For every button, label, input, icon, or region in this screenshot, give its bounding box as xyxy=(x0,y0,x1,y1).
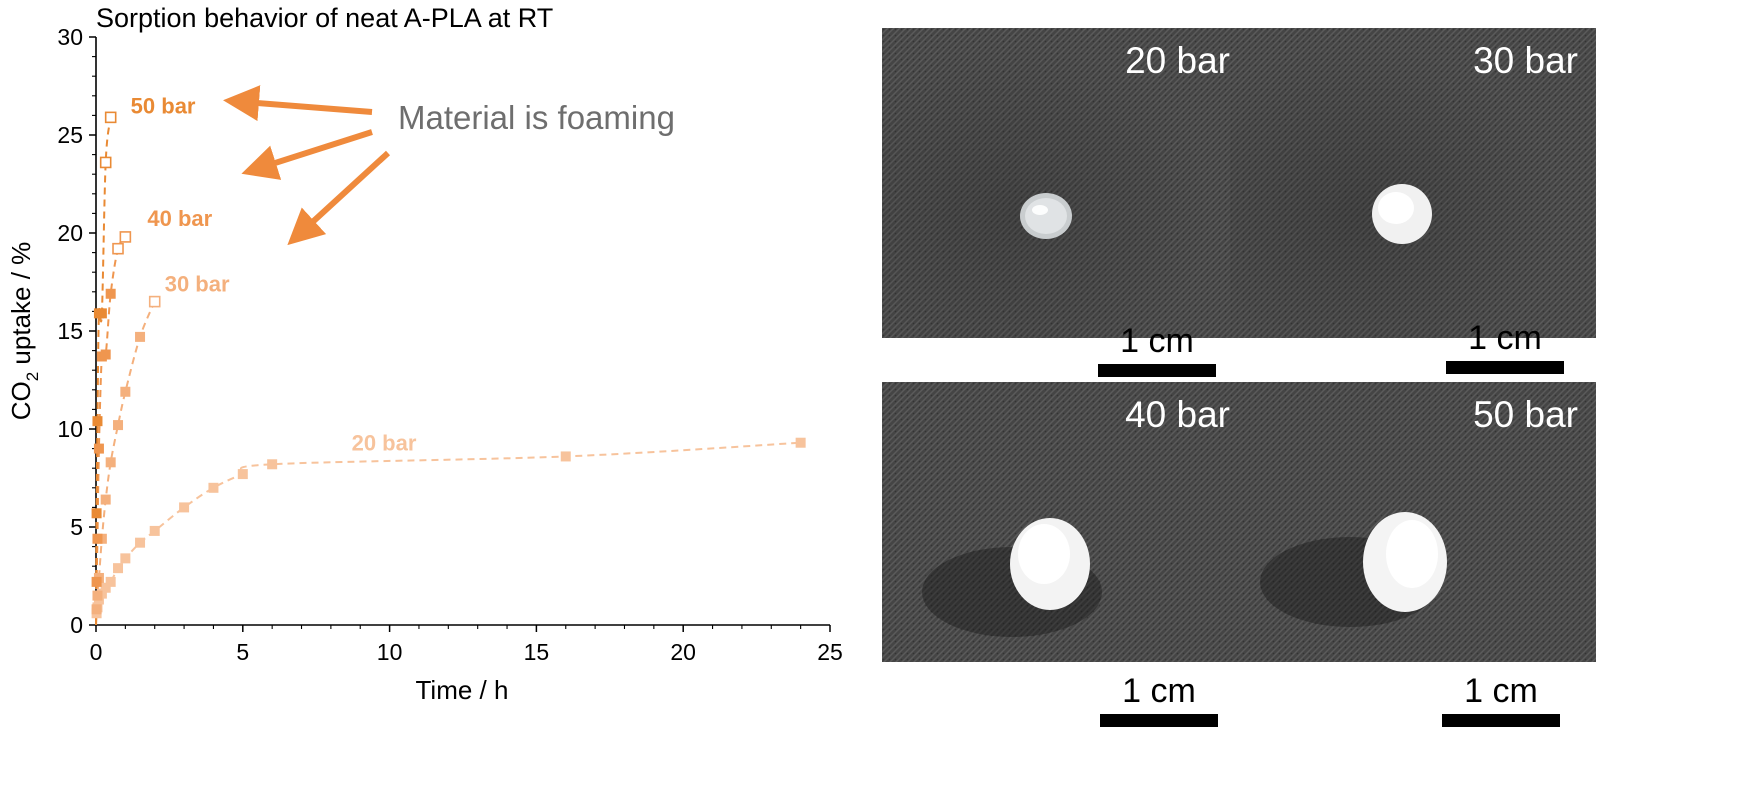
arrow-to-40-bar xyxy=(241,129,373,180)
data-point xyxy=(92,590,103,601)
data-point xyxy=(795,437,806,448)
pellet-foamed xyxy=(1363,512,1447,612)
scale-line xyxy=(1442,714,1560,727)
x-tick-label: 0 xyxy=(90,639,103,665)
pellet-foamed xyxy=(1010,518,1090,610)
scale-line xyxy=(1100,714,1218,727)
data-point xyxy=(91,508,102,519)
photo-label: 20 bar xyxy=(1125,40,1230,81)
data-point xyxy=(120,386,131,397)
x-tick-label: 20 xyxy=(670,639,696,665)
foaming-annotation: Material is foaming xyxy=(398,99,675,136)
y-tick-label: 20 xyxy=(57,220,83,246)
x-tick-label: 10 xyxy=(377,639,403,665)
data-point-foamed xyxy=(112,242,124,255)
scale-line xyxy=(1446,361,1564,374)
fit-curve-20-bar xyxy=(95,441,801,626)
chart-title: Sorption behavior of neat A-PLA at RT xyxy=(96,3,553,33)
scale-bar-40-bar: 1 cm xyxy=(1100,672,1218,727)
arrow-to-50-bar xyxy=(223,85,373,122)
scale-label: 1 cm xyxy=(1468,319,1542,357)
y-axis-ticks: 0 5 10 15 20 25 30 xyxy=(57,24,96,638)
series-label: 50 bar xyxy=(131,93,196,118)
foaming-arrows xyxy=(223,85,391,246)
data-point-foamed xyxy=(148,295,161,308)
data-point xyxy=(91,604,102,615)
data-point xyxy=(560,451,571,462)
data-point xyxy=(179,502,190,513)
data-point xyxy=(96,308,107,319)
pellet-white xyxy=(1372,184,1432,244)
sample-photo-20-bar: 20 bar xyxy=(882,28,1248,338)
fabric-background xyxy=(882,382,1248,662)
data-point xyxy=(237,469,248,480)
photo-label: 50 bar xyxy=(1473,394,1578,435)
data-point xyxy=(92,416,103,427)
fabric-background xyxy=(882,28,1248,338)
x-tick-label: 15 xyxy=(524,639,550,665)
data-point xyxy=(113,563,124,574)
y-tick-label: 10 xyxy=(57,416,83,442)
scale-label: 1 cm xyxy=(1122,672,1196,710)
arrow-to-30-bar xyxy=(287,150,391,246)
data-point xyxy=(92,533,103,544)
y-tick-label: 0 xyxy=(70,612,83,638)
x-axis-label: Time / h xyxy=(416,675,509,705)
y-axis-label: CO2 uptake / % xyxy=(6,242,42,421)
fabric-background xyxy=(1230,28,1596,338)
data-point xyxy=(135,537,146,548)
data-point xyxy=(100,349,111,360)
data-point xyxy=(208,482,219,493)
data-point xyxy=(105,457,116,468)
scale-bar-30-bar: 1 cm xyxy=(1446,319,1564,374)
data-point xyxy=(135,331,146,342)
x-tick-label: 5 xyxy=(236,639,249,665)
pellet-transparent xyxy=(1020,193,1072,239)
scale-label: 1 cm xyxy=(1120,322,1194,360)
x-axis-ticks: 0 5 10 15 20 25 xyxy=(90,625,843,665)
y-tick-label: 25 xyxy=(57,122,83,148)
data-point xyxy=(93,443,104,454)
data-point xyxy=(105,576,116,587)
y-tick-label: 5 xyxy=(70,514,83,540)
data-point-foamed xyxy=(119,231,132,243)
scale-bar-50-bar: 1 cm xyxy=(1442,672,1560,727)
series-labels: 20 bar 30 bar 40 bar 50 bar xyxy=(131,93,417,455)
data-point xyxy=(149,525,160,536)
scale-line xyxy=(1098,364,1216,377)
scale-bar-20-bar: 1 cm xyxy=(1098,322,1216,377)
fabric-background xyxy=(1230,382,1596,662)
data-point xyxy=(120,553,131,564)
photo-label: 30 bar xyxy=(1473,40,1578,81)
y-tick-label: 15 xyxy=(57,318,83,344)
data-point-foamed xyxy=(99,156,112,169)
data-markers xyxy=(91,111,806,619)
data-point xyxy=(105,288,116,299)
data-point xyxy=(100,582,111,593)
sorption-chart: Sorption behavior of neat A-PLA at RT 0 5… xyxy=(6,3,843,705)
series-label: 30 bar xyxy=(165,272,230,297)
sample-photo-40-bar: 40 bar xyxy=(882,382,1248,692)
fit-curve-40-bar xyxy=(95,236,127,626)
photo-label: 40 bar xyxy=(1125,394,1230,435)
y-tick-label: 30 xyxy=(57,24,83,50)
x-tick-label: 25 xyxy=(817,639,843,665)
series-label: 20 bar xyxy=(352,431,417,456)
sample-photo-30-bar: 30 bar xyxy=(1230,28,1596,338)
data-point xyxy=(91,576,102,587)
data-point xyxy=(113,420,124,431)
data-point xyxy=(100,494,111,505)
series-label: 40 bar xyxy=(147,206,212,231)
sample-photo-50-bar: 50 bar xyxy=(1230,382,1596,692)
fit-curves xyxy=(95,117,801,626)
data-point-foamed xyxy=(104,111,117,124)
data-point xyxy=(267,459,278,470)
scale-label: 1 cm xyxy=(1464,672,1538,710)
